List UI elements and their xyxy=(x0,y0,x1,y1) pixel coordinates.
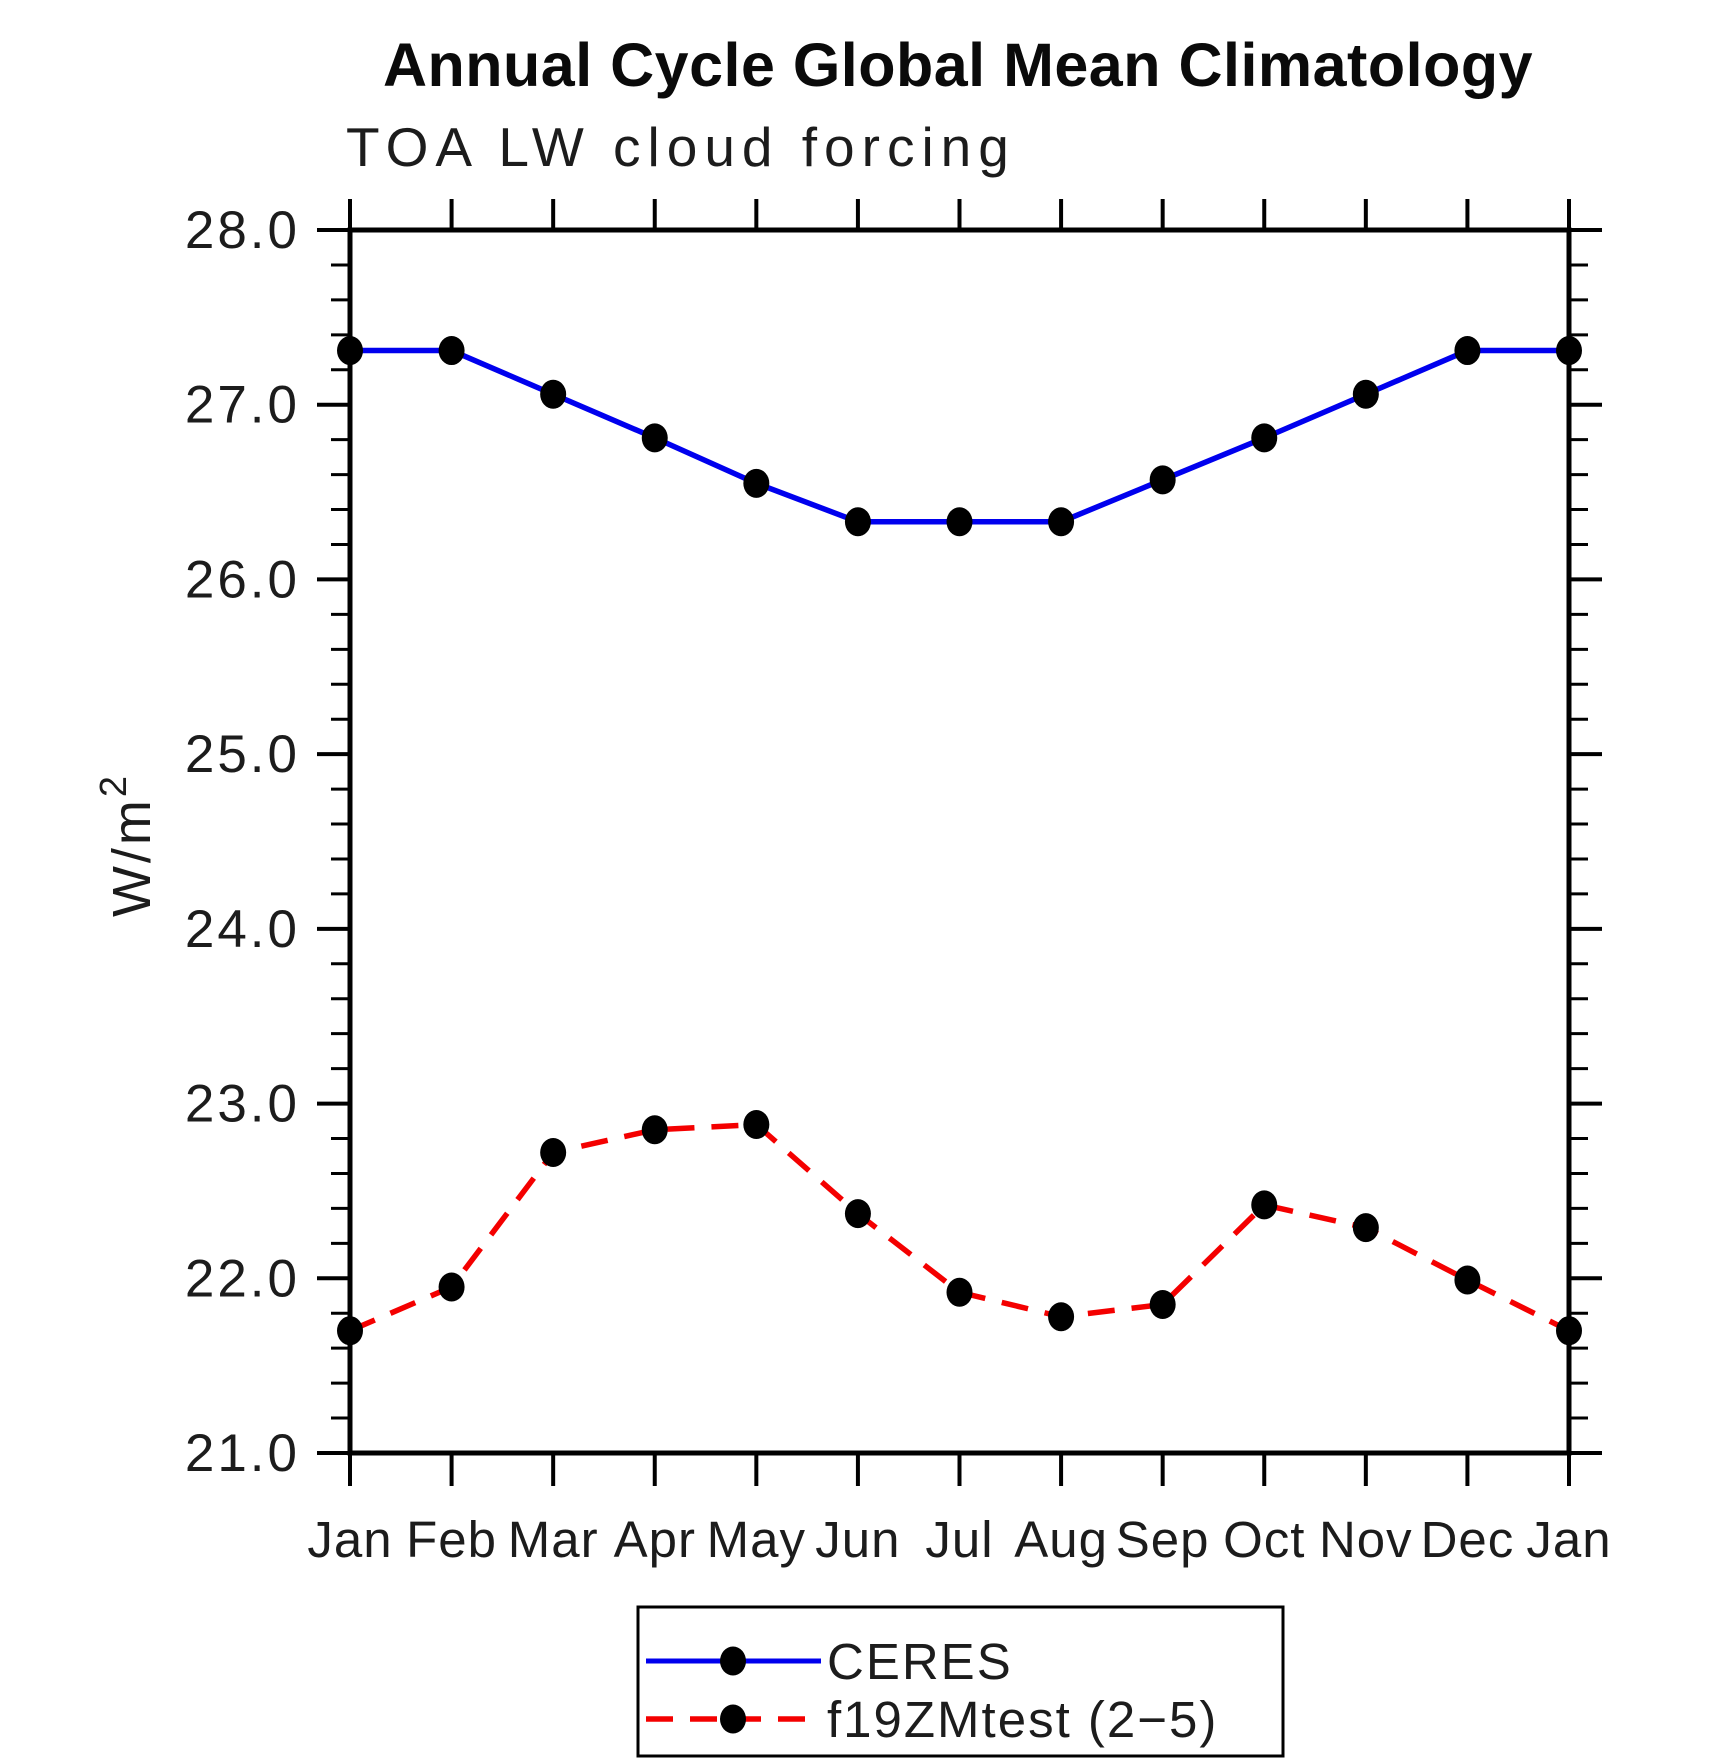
x-axis-tick-label: Aug xyxy=(1014,1511,1108,1568)
data-point-marker-f19zmtest-feb xyxy=(438,1272,465,1302)
data-point-marker-f19zmtest-jan xyxy=(1556,1316,1582,1346)
x-axis-tick-label: Feb xyxy=(406,1511,497,1568)
legend-marker-f19zmtest xyxy=(720,1704,746,1734)
data-point-marker-f19zmtest-jul xyxy=(946,1277,973,1307)
y-axis-title-superscript: 2 xyxy=(93,773,135,797)
legend-label-f19zmtest: f19ZMtest (2−5) xyxy=(827,1691,1218,1748)
y-axis-tick-label: 24.0 xyxy=(185,900,300,959)
data-point-marker-ceres-sep xyxy=(1149,465,1176,495)
data-point-marker-ceres-jul xyxy=(946,507,973,537)
x-axis-tick-label: Nov xyxy=(1319,1511,1413,1568)
data-point-marker-f19zmtest-dec xyxy=(1454,1265,1481,1295)
chart-title: Annual Cycle Global Mean Climatology xyxy=(383,31,1533,99)
data-point-marker-ceres-nov xyxy=(1352,379,1379,409)
data-point-marker-f19zmtest-mar xyxy=(540,1137,567,1167)
data-point-marker-f19zmtest-nov xyxy=(1352,1213,1379,1243)
series-line-ceres xyxy=(350,347,1569,525)
y-axis-tick-label: 22.0 xyxy=(185,1249,300,1308)
x-axis-tick-label: Jun xyxy=(815,1511,900,1568)
y-axis-tick-label: 27.0 xyxy=(185,376,300,435)
y-axis-tick-label: 23.0 xyxy=(185,1075,300,1134)
data-point-marker-ceres-may xyxy=(743,468,770,498)
data-point-marker-f19zmtest-aug xyxy=(1048,1302,1075,1332)
data-point-marker-f19zmtest-jan xyxy=(337,1316,363,1346)
plot-area: Jan Feb Mar Apr May Jun Jul Aug Sep Oct Nov Dec Jan2… xyxy=(185,199,1611,1568)
x-axis-tick-label: Dec xyxy=(1421,1511,1515,1568)
y-axis-title-base: W/m xyxy=(102,797,162,917)
legend-label-ceres: CERES xyxy=(827,1633,1013,1690)
data-point-marker-f19zmtest-may xyxy=(743,1110,770,1140)
y-axis-title: W/m2 xyxy=(93,773,162,917)
x-axis-tick-label: May xyxy=(707,1511,806,1568)
x-axis-tick-label: Jan xyxy=(1526,1511,1611,1568)
data-point-marker-ceres-jan xyxy=(1556,336,1582,366)
plot-frame xyxy=(347,227,1572,1456)
data-point-marker-ceres-feb xyxy=(438,336,465,366)
x-axis-tick-label: Apr xyxy=(614,1511,696,1568)
chart-subtitle: TOA LW cloud forcing xyxy=(346,116,1016,178)
y-axis-tick-label: 25.0 xyxy=(185,725,300,784)
data-point-marker-ceres-mar xyxy=(540,379,567,409)
x-axis-tick-label: Oct xyxy=(1223,1511,1305,1568)
data-point-marker-f19zmtest-oct xyxy=(1251,1190,1278,1220)
legend: CERES f19ZMtest (2−5) xyxy=(636,1605,1285,1758)
x-axis-tick-label: Sep xyxy=(1116,1511,1210,1568)
data-point-marker-ceres-jun xyxy=(844,507,871,537)
y-axis-tick-label: 26.0 xyxy=(185,550,300,609)
y-axis-tick-label: 21.0 xyxy=(185,1424,300,1483)
data-point-marker-f19zmtest-sep xyxy=(1149,1289,1176,1319)
data-point-marker-ceres-aug xyxy=(1048,507,1075,537)
x-axis-tick-label: Jul xyxy=(925,1511,993,1568)
x-axis-tick-label: Jan xyxy=(307,1511,392,1568)
data-point-marker-ceres-oct xyxy=(1251,423,1278,453)
data-point-marker-f19zmtest-jun xyxy=(844,1199,871,1229)
legend-box xyxy=(636,1605,1285,1758)
data-point-marker-ceres-dec xyxy=(1454,336,1481,366)
legend-marker-ceres xyxy=(720,1646,746,1676)
data-point-marker-f19zmtest-apr xyxy=(641,1115,668,1145)
data-point-marker-ceres-apr xyxy=(641,423,668,453)
x-axis-tick-label: Mar xyxy=(508,1511,599,1568)
y-axis-tick-label: 28.0 xyxy=(185,201,300,260)
data-point-marker-ceres-jan xyxy=(337,336,363,366)
